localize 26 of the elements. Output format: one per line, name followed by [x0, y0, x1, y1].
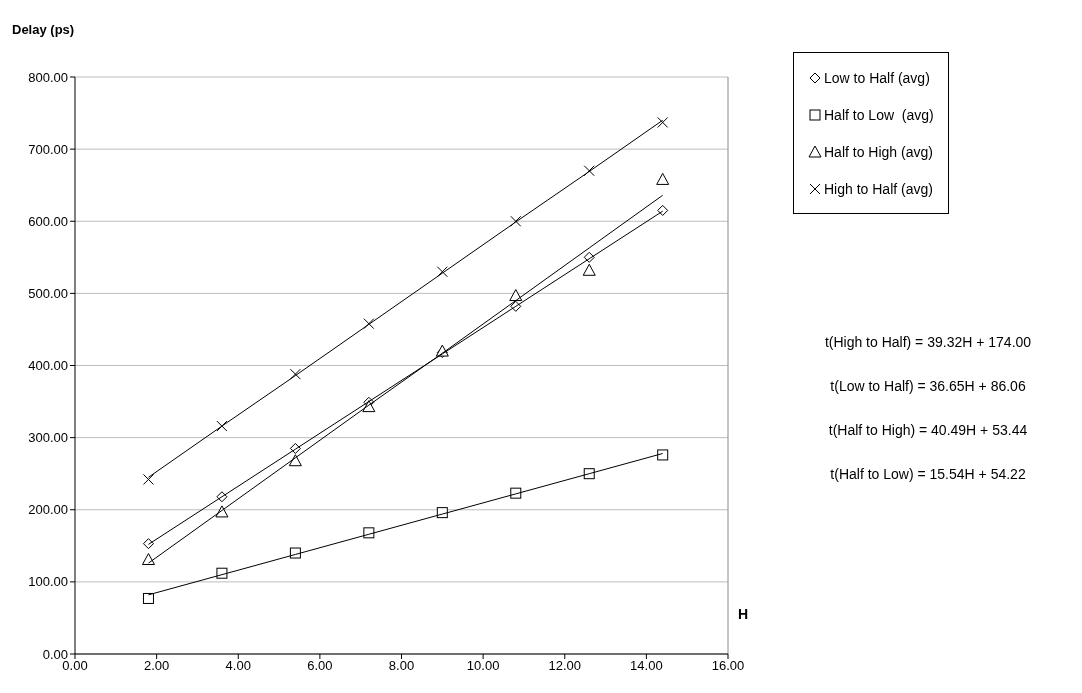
y-tick-label: 500.00 [28, 285, 68, 301]
legend-label: Half to Low (avg) [824, 106, 934, 123]
x-tick-label: 8.00 [388, 658, 415, 674]
y-tick-label: 300.00 [28, 430, 68, 446]
x-tick-label: 16.00 [711, 658, 745, 674]
text: t(Half to High) = 40.49H + 53.44 [827, 422, 1029, 440]
legend-label: Half to High (avg) [824, 143, 933, 160]
y-axis-title: Delay (ps) [12, 22, 75, 37]
y-tick-label: 400.00 [28, 358, 68, 374]
legend-label: Low to Half (avg) [824, 69, 930, 86]
text: t(High to Half) = 39.32H + 174.00 [823, 334, 1033, 352]
x-tick-label: 14.00 [630, 658, 663, 674]
y-tick-label: 700.00 [28, 141, 68, 157]
x-tick-label: 10.00 [466, 658, 500, 674]
x-tick-label: 4.00 [225, 658, 251, 674]
y-tick-label: 600.00 [28, 213, 68, 229]
text: t(Half to Low) = 15.54H + 54.22 [829, 466, 1027, 484]
y-tick-label: 100.00 [28, 574, 68, 590]
y-tick-label: 200.00 [28, 502, 68, 518]
x-axis-title: H [738, 606, 749, 622]
legend-label: High to Half (avg) [824, 180, 933, 197]
x-tick-label: 6.00 [307, 658, 333, 674]
x-tick-label: 12.00 [548, 658, 582, 674]
y-tick-label: 800.00 [28, 69, 68, 85]
x-tick-label: 2.00 [143, 658, 170, 674]
text: t(Low to Half) = 36.65H + 86.06 [829, 378, 1027, 396]
